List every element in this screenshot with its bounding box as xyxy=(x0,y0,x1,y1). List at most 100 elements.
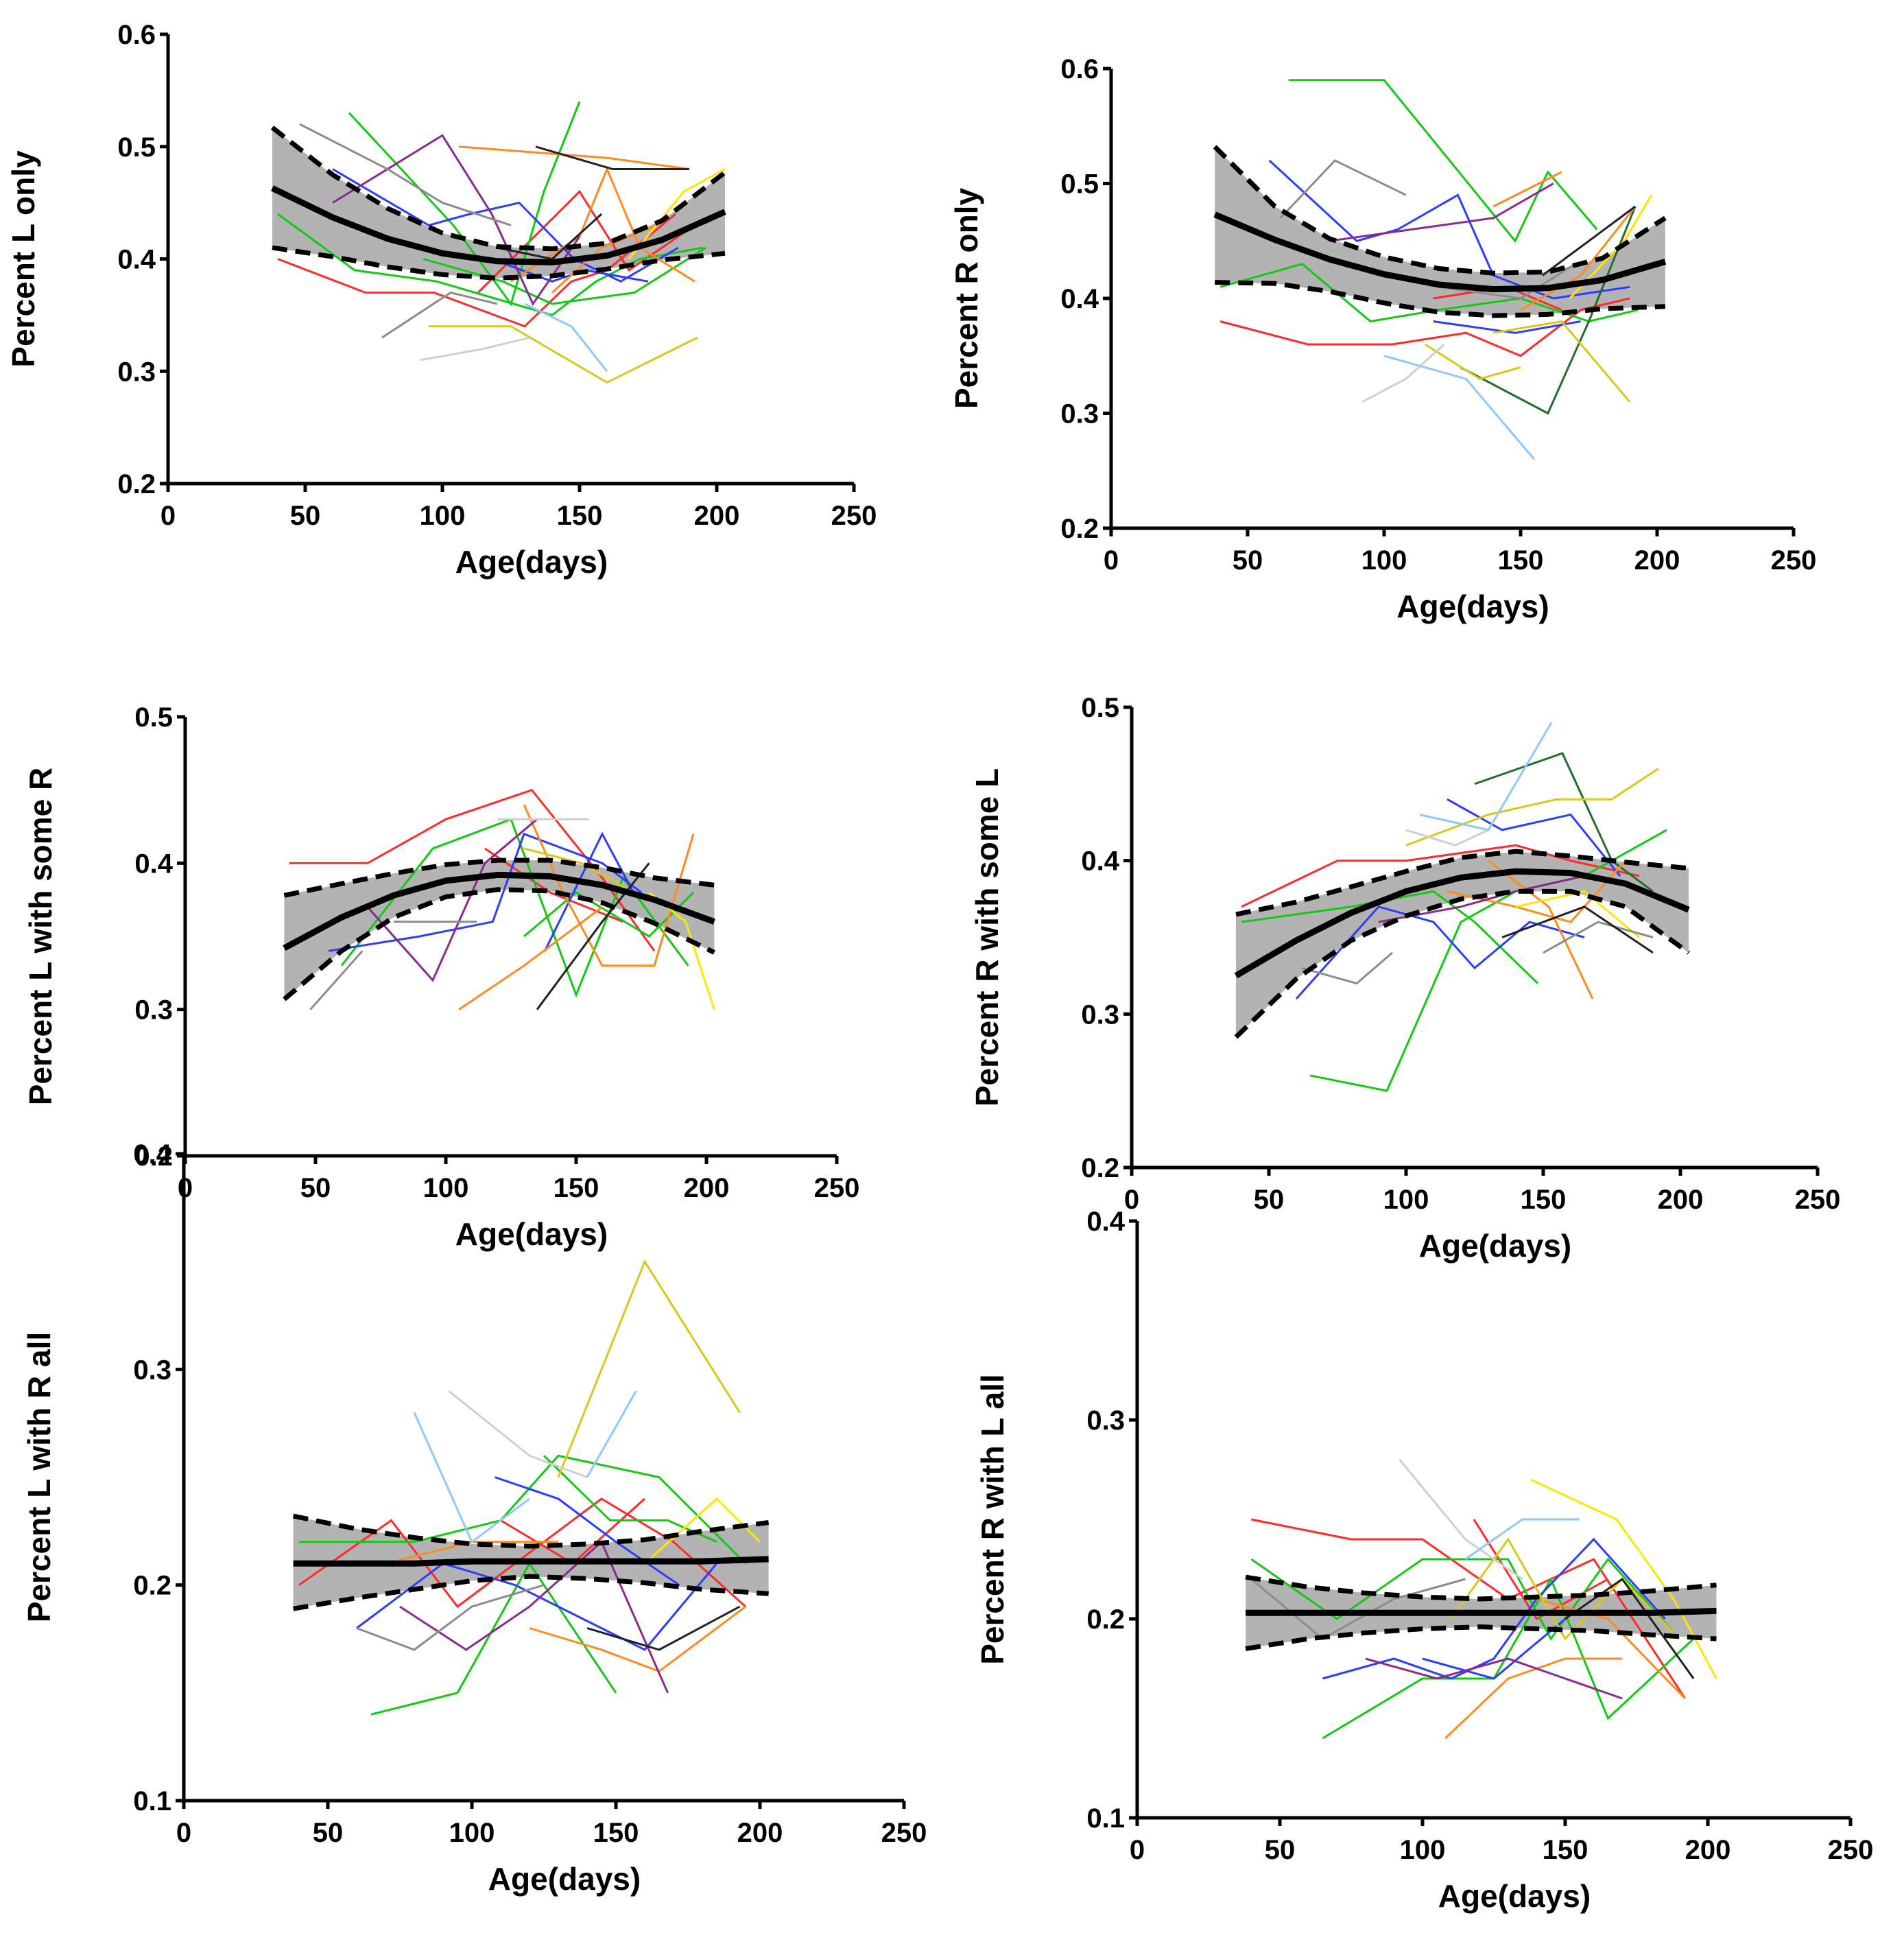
subject-line-3 xyxy=(1309,829,1667,1092)
subject-line-8 xyxy=(1536,1598,1686,1700)
x-tick-label: 100 xyxy=(1383,1185,1429,1215)
panel-l-only: 0 50 100 150 200 250 0.2 0.3 0.4 0.5 0.6 Age(days) P… xyxy=(5,20,877,580)
x-tick-label: 250 xyxy=(814,1173,860,1203)
x-tick-label: 150 xyxy=(1521,1185,1567,1215)
y-tick-label: 0.4 xyxy=(1081,846,1119,877)
subject-line-15 xyxy=(1564,1577,1695,1679)
y-tick-label: 0.3 xyxy=(1086,1406,1125,1436)
subject-line-6 xyxy=(1422,1618,1566,1680)
x-axis-title: Age(days) xyxy=(1396,589,1549,624)
confidence-band xyxy=(284,860,715,999)
subject-line-15 xyxy=(1438,263,1576,300)
y-tick-label: 0.3 xyxy=(117,357,156,387)
subject-line-18 xyxy=(1541,205,1637,276)
x-tick-label: 50 xyxy=(313,1818,344,1848)
x-tick-label: 250 xyxy=(1795,1185,1841,1215)
lower-ci-line xyxy=(293,1574,769,1611)
subject-line-12 xyxy=(1424,343,1521,380)
subject-line-9 xyxy=(1378,875,1585,923)
subject-line-7 xyxy=(458,906,603,1010)
y-axis-title: Percent R with L all xyxy=(975,1374,1010,1664)
upper-ci-line xyxy=(283,857,715,898)
x-tick-label: 50 xyxy=(1254,1185,1285,1215)
subject-line-10 xyxy=(523,847,634,894)
x-tick-label: 50 xyxy=(1233,545,1263,576)
subject-line-4 xyxy=(523,891,695,938)
subject-line-1 xyxy=(1219,297,1630,357)
subject-line-3 xyxy=(370,1561,617,1716)
x-tick-label: 150 xyxy=(1498,545,1544,576)
y-tick-label: 0.3 xyxy=(1081,999,1119,1030)
subject-line-16 xyxy=(586,1390,637,1478)
subject-line-4 xyxy=(1474,752,1654,892)
upper-ci-line xyxy=(292,1513,770,1549)
subject-line-7 xyxy=(491,258,649,283)
x-tick-label: 0 xyxy=(160,501,176,531)
y-tick-label: 0.4 xyxy=(1086,1207,1125,1237)
subject-line-11 xyxy=(1515,890,1640,938)
subject-line-6 xyxy=(332,168,679,283)
subject-line-13 xyxy=(1543,921,1654,954)
subject-line-10 xyxy=(399,1540,669,1694)
lower-ci-line xyxy=(1215,280,1666,318)
lower-ci-line xyxy=(283,887,715,1002)
y-tick-label: 0.3 xyxy=(134,995,173,1026)
x-axis-title: Age(days) xyxy=(1438,1878,1591,1914)
x-tick-label: 200 xyxy=(737,1818,783,1848)
subject-line-7 xyxy=(1444,1657,1623,1740)
y-tick-label: 0.3 xyxy=(1060,399,1099,429)
subject-line-3 xyxy=(1288,79,1598,244)
x-tick-label: 150 xyxy=(1543,1835,1588,1865)
x-tick-label: 200 xyxy=(1634,545,1680,576)
subject-line-1 xyxy=(1241,844,1640,908)
upper-ci-line xyxy=(1235,849,1689,917)
subject-line-8 xyxy=(1488,860,1594,999)
fit-curve xyxy=(1246,1607,1717,1616)
panel-r-only: 0 50 100 150 200 250 0.2 0.3 0.4 0.5 0.6 Age(days) P… xyxy=(949,54,1816,624)
x-axis-title: Age(days) xyxy=(455,544,608,580)
y-tick-label: 0.2 xyxy=(1060,514,1099,544)
x-tick-label: 200 xyxy=(1658,1185,1704,1215)
x-axis-title: Age(days) xyxy=(488,1861,641,1897)
subject-line-7 xyxy=(1433,320,1581,334)
y-tick-label: 0.2 xyxy=(117,469,156,499)
x-tick-label: 50 xyxy=(290,501,321,531)
y-tick-label: 0.5 xyxy=(1081,693,1119,723)
subject-line-2 xyxy=(1241,890,1539,984)
x-tick-label: 50 xyxy=(1265,1835,1296,1865)
subject-line-10 xyxy=(1405,768,1659,846)
subject-line-5 xyxy=(543,1455,717,1543)
upper-ci-line xyxy=(1213,145,1667,276)
x-tick-label: 150 xyxy=(593,1818,639,1848)
y-axis-title: Percent L with R all xyxy=(21,1332,57,1622)
subject-line-14 xyxy=(1279,159,1407,219)
upper-ci-line xyxy=(1245,1574,1717,1602)
y-tick-label: 0.6 xyxy=(1060,54,1099,84)
subject-line-17 xyxy=(1383,355,1536,460)
subject-line-14 xyxy=(448,1390,588,1478)
y-axis-title: Percent L only xyxy=(5,150,41,368)
upper-ci-line xyxy=(270,126,727,252)
subject-line-17 xyxy=(586,1605,741,1651)
x-tick-label: 200 xyxy=(684,1173,730,1203)
subject-line-15 xyxy=(413,1412,530,1544)
subject-line-16 xyxy=(420,336,531,362)
subject-line-5 xyxy=(1322,1537,1666,1680)
confidence-band xyxy=(1236,851,1689,1037)
subject-line-2 xyxy=(484,847,623,923)
subject-line-6 xyxy=(356,1562,718,1651)
subject-line-8 xyxy=(1492,171,1562,208)
subject-line-6 xyxy=(544,831,634,951)
lower-ci-line xyxy=(1245,1624,1717,1651)
y-tick-label: 0.2 xyxy=(1081,1153,1119,1183)
subject-line-1 xyxy=(1251,1518,1686,1699)
subject-line-6 xyxy=(1268,159,1630,300)
subject-line-12 xyxy=(1301,951,1393,985)
subject-line-8 xyxy=(523,804,695,967)
confidence-band xyxy=(1215,146,1665,316)
subject-line-13 xyxy=(356,1584,545,1651)
y-tick-label: 0.6 xyxy=(117,20,156,50)
subject-line-3 xyxy=(1250,1557,1680,1641)
x-tick-label: 0 xyxy=(176,1818,191,1848)
